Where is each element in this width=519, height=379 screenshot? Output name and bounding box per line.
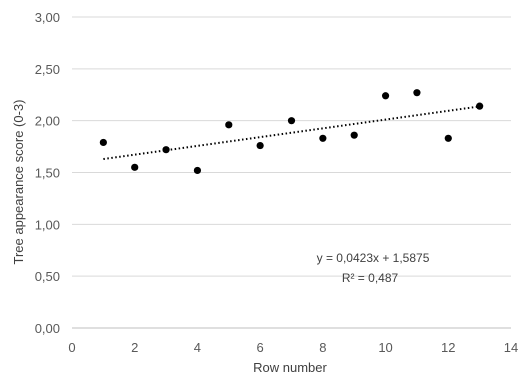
y-tick-label: 0,50 bbox=[35, 269, 60, 284]
data-point bbox=[225, 121, 233, 129]
x-tick-label: 14 bbox=[504, 340, 518, 355]
data-point bbox=[381, 92, 390, 100]
data-point bbox=[131, 163, 139, 171]
data-point bbox=[99, 138, 107, 147]
y-tick-label: 1,50 bbox=[35, 166, 60, 181]
y-axis-title: Tree appearance score (0-3) bbox=[11, 100, 26, 265]
data-point bbox=[256, 141, 264, 150]
y-tick-label: 0,00 bbox=[35, 321, 60, 336]
trendline-group bbox=[103, 105, 480, 161]
x-tick-label: 12 bbox=[441, 340, 455, 355]
x-tick-label: 4 bbox=[194, 340, 201, 355]
x-axis-title: Row number bbox=[253, 360, 327, 375]
y-tick-label: 1,00 bbox=[35, 217, 60, 232]
y-tick-labels: 0,00 0,50 1,00 1,50 2,00 2,50 3,00 bbox=[35, 10, 60, 336]
y-tick-label: 2,00 bbox=[35, 114, 60, 129]
data-points bbox=[99, 89, 484, 175]
x-tick-labels: 0 2 4 6 8 10 12 14 bbox=[68, 340, 518, 355]
y-tick-label: 2,50 bbox=[35, 62, 60, 77]
data-point bbox=[193, 166, 202, 175]
gridlines bbox=[72, 16, 511, 277]
trendline bbox=[103, 105, 480, 161]
x-tick-label: 2 bbox=[131, 340, 138, 355]
trendline-r-squared: R² = 0,487 bbox=[342, 271, 399, 285]
x-tick-label: 10 bbox=[378, 340, 392, 355]
x-tick-label: 8 bbox=[319, 340, 326, 355]
data-point bbox=[162, 146, 170, 154]
x-tick-label: 0 bbox=[68, 340, 75, 355]
data-point bbox=[319, 134, 327, 142]
data-point bbox=[413, 89, 421, 97]
data-point bbox=[476, 102, 484, 110]
data-point bbox=[350, 131, 358, 139]
data-point bbox=[287, 117, 296, 125]
y-tick-label: 3,00 bbox=[35, 10, 60, 25]
data-point bbox=[444, 134, 452, 142]
trendline-equation: y = 0,0423x + 1,5875 bbox=[317, 251, 430, 265]
x-tick-label: 6 bbox=[257, 340, 264, 355]
